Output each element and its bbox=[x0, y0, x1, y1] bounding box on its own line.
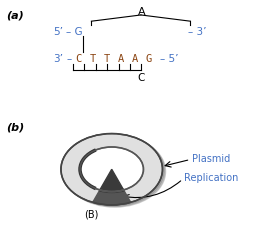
Circle shape bbox=[80, 147, 143, 191]
Text: T: T bbox=[90, 54, 96, 64]
Text: A: A bbox=[118, 54, 124, 64]
Text: (b): (b) bbox=[6, 123, 25, 133]
Wedge shape bbox=[93, 189, 131, 205]
Text: (B): (B) bbox=[84, 210, 98, 219]
Text: G: G bbox=[145, 54, 152, 64]
Circle shape bbox=[61, 134, 162, 205]
Text: T: T bbox=[104, 54, 110, 64]
Text: –: – bbox=[66, 54, 71, 64]
Circle shape bbox=[64, 136, 166, 207]
Text: – 3’: – 3’ bbox=[188, 27, 206, 37]
Text: (a): (a) bbox=[6, 10, 24, 21]
Text: 3’: 3’ bbox=[53, 54, 63, 64]
Text: Replication: Replication bbox=[184, 173, 239, 183]
Text: – G: – G bbox=[66, 27, 83, 37]
Wedge shape bbox=[99, 169, 124, 192]
Text: – 5’: – 5’ bbox=[160, 54, 178, 64]
Text: Plasmid: Plasmid bbox=[192, 154, 230, 164]
Circle shape bbox=[63, 135, 164, 206]
Text: C: C bbox=[76, 54, 82, 64]
Text: 5’: 5’ bbox=[53, 27, 63, 37]
Text: A: A bbox=[138, 7, 146, 17]
Text: A: A bbox=[132, 54, 138, 64]
Text: C: C bbox=[138, 73, 145, 83]
